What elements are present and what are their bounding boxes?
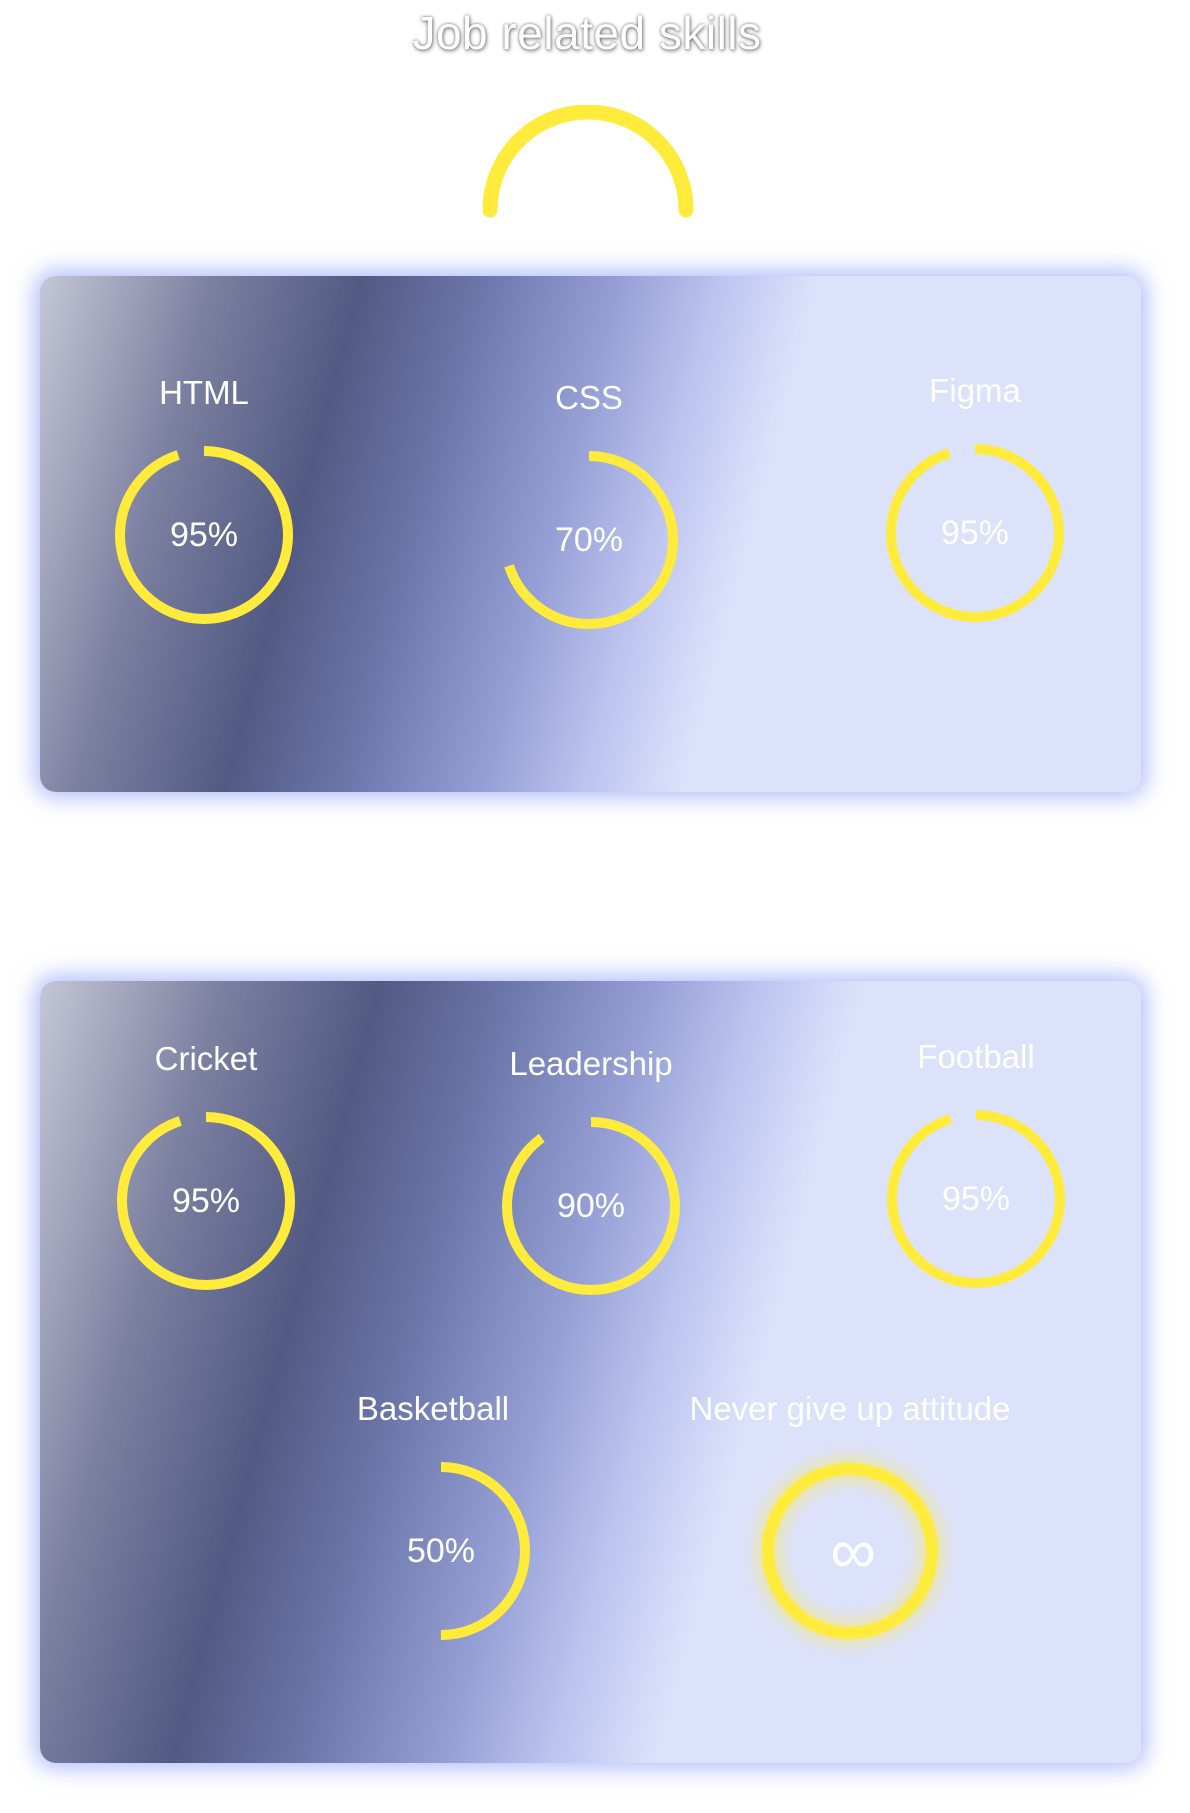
skill-leadership: Leadership 90% (481, 1042, 701, 1296)
progress-ring: 90% (501, 1116, 681, 1296)
progress-ring-arc (117, 1112, 295, 1290)
skill-figma: Figma 95% (865, 369, 1085, 623)
skill-name: Football (917, 1038, 1035, 1075)
skill-value: 95% (940, 514, 1010, 552)
skill-html: HTML 95% (94, 371, 314, 625)
progress-ring: 95% (886, 1109, 1066, 1289)
skill-name: Cricket (154, 1040, 258, 1077)
progress-ring: 95% (885, 443, 1065, 623)
progress-ring-arc (887, 1110, 1065, 1288)
progress-ring: ∞ (760, 1461, 940, 1641)
progress-ring-arc (762, 1463, 938, 1639)
skill-basketball: Basketball 50% (323, 1387, 543, 1641)
skill-value: 95% (171, 1182, 241, 1220)
progress-ring-arc (352, 1462, 530, 1640)
skill-name: CSS (555, 379, 623, 416)
skill-name: HTML (159, 374, 249, 411)
skill-value: 70% (554, 521, 624, 559)
progress-ring: 70% (499, 450, 679, 630)
progress-ring: 95% (116, 1111, 296, 1291)
progress-ring-arc (502, 1117, 680, 1295)
progress-ring: 95% (114, 445, 294, 625)
skill-name: Leadership (509, 1045, 673, 1082)
progress-ring: 50% (351, 1461, 531, 1641)
skill-name: Basketball (356, 1390, 510, 1427)
progress-ring-arc (115, 446, 293, 624)
job-skills-panel: HTML 95% CSS 70% Figma 95% (40, 276, 1141, 792)
decorative-arc-icon (482, 105, 694, 218)
skill-value: 50% (406, 1532, 476, 1570)
skill-cricket: Cricket 95% (96, 1037, 316, 1291)
skill-css: CSS 70% (479, 376, 699, 630)
skill-value: 95% (941, 1180, 1011, 1218)
skill-name: Figma (929, 372, 1021, 409)
skill-never-give-up: Never give up attitude ∞ (620, 1387, 1080, 1641)
other-skills-panel: Cricket 95% Leadership 90% Football 95% … (40, 981, 1141, 1763)
skill-value: 90% (556, 1187, 626, 1225)
skill-football: Football 95% (866, 1035, 1086, 1289)
skill-value: 95% (169, 516, 239, 554)
skill-name: Never give up attitude (689, 1390, 1011, 1427)
infinity-icon: ∞ (830, 1515, 876, 1587)
progress-ring-arc (500, 451, 678, 629)
page-title: Job related skills (412, 7, 762, 59)
progress-ring-arc (886, 444, 1064, 622)
